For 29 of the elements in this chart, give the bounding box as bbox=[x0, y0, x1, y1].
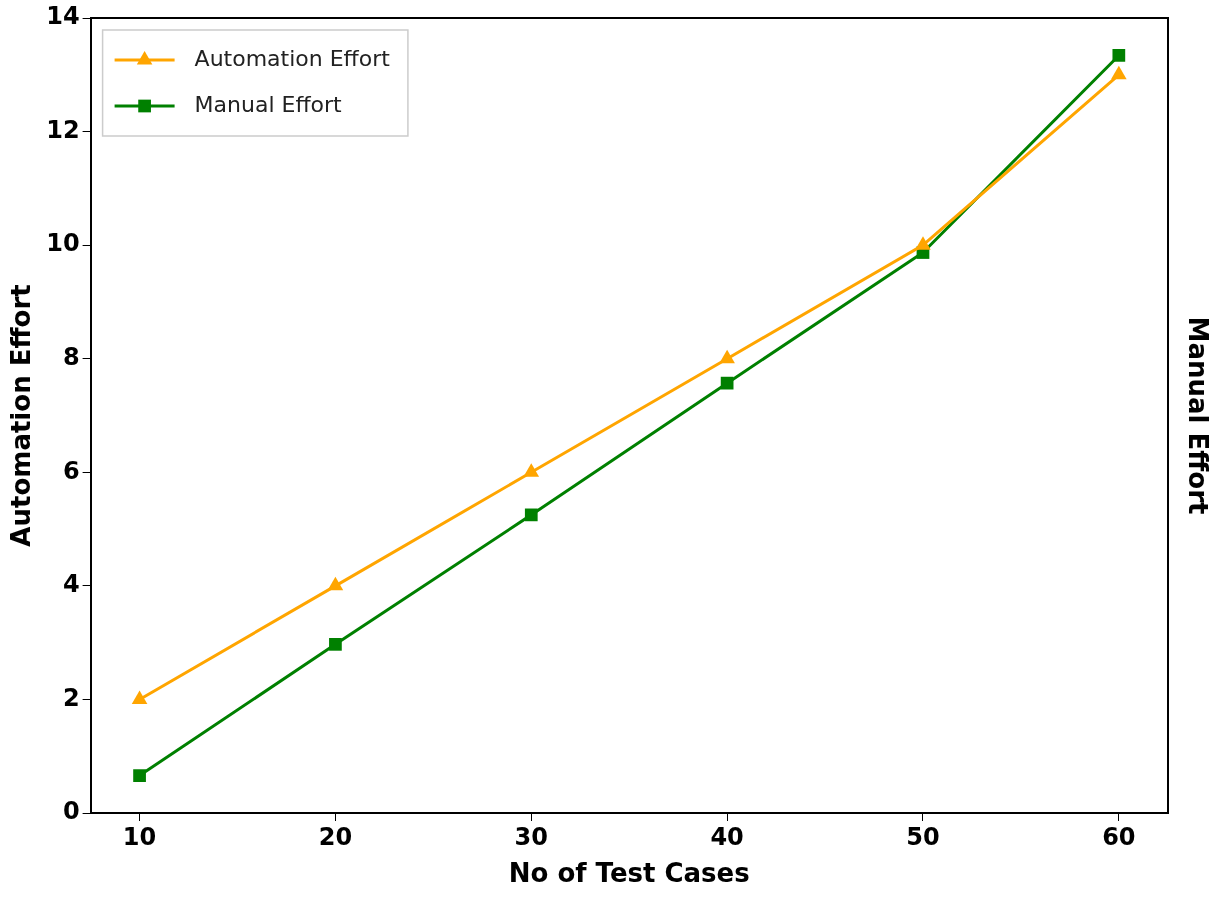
y-tick-label: 2 bbox=[62, 683, 80, 712]
point bbox=[719, 349, 735, 364]
point bbox=[133, 769, 146, 782]
point bbox=[329, 637, 342, 651]
point bbox=[524, 508, 538, 522]
y-tick-label: 6 bbox=[62, 456, 80, 485]
y-tick-label: 14 bbox=[46, 2, 80, 31]
y-tick-label: 8 bbox=[62, 342, 80, 371]
x-tick-label: 40 bbox=[710, 822, 744, 851]
y-axis-title: Automation Effort bbox=[6, 284, 37, 547]
point bbox=[327, 576, 344, 591]
legend-label: Manual Effort bbox=[194, 91, 343, 117]
legend-label: Automation Effort bbox=[194, 45, 391, 71]
x-tick-label: 10 bbox=[122, 822, 157, 851]
x-tick-label: 20 bbox=[318, 822, 353, 851]
y-tick-label: 0 bbox=[62, 797, 80, 826]
point bbox=[131, 690, 148, 704]
point bbox=[915, 236, 931, 250]
y-tick-label: 12 bbox=[46, 115, 80, 144]
point bbox=[523, 463, 540, 477]
y-tick-label: 10 bbox=[46, 229, 80, 258]
x-tick-label: 30 bbox=[514, 822, 548, 851]
x-tick-label: 60 bbox=[1102, 822, 1136, 851]
point bbox=[1111, 65, 1127, 80]
point bbox=[1112, 49, 1126, 62]
x-tick-label: 50 bbox=[906, 822, 940, 851]
y-tick-label: 4 bbox=[62, 570, 80, 599]
y2-axis-title: Manual Effort bbox=[1182, 316, 1213, 515]
x-axis-title: No of Test Cases bbox=[508, 858, 750, 889]
